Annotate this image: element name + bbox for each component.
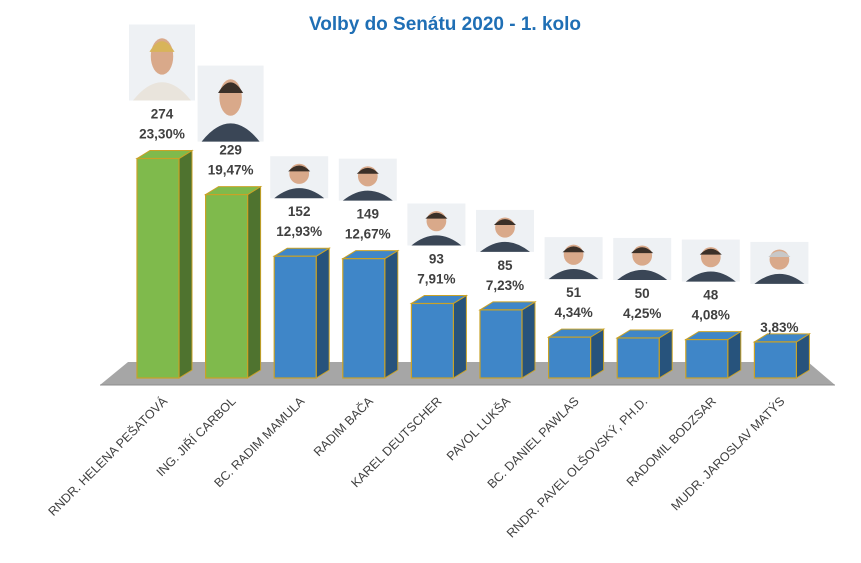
chart-title: Volby do Senátu 2020 - 1. kolo: [309, 14, 581, 35]
photo-torso: [480, 241, 530, 252]
photo-hair: [218, 82, 244, 93]
candidate-photos: [129, 24, 809, 284]
bar-side: [452, 294, 467, 379]
value-label: 50: [635, 286, 650, 301]
candidate-photo: [270, 156, 329, 199]
value-label: 51: [566, 285, 582, 300]
bar-front: [479, 309, 523, 379]
percent-label: 4,08%: [692, 308, 730, 323]
photo-torso: [274, 188, 325, 199]
bar-front: [342, 258, 386, 379]
bar-front: [685, 338, 729, 379]
bar: [684, 330, 743, 379]
candidate-photo: [750, 241, 809, 284]
bar-front: [616, 337, 660, 379]
candidate-photo: [476, 209, 534, 252]
bar: [615, 329, 674, 379]
photo-torso: [133, 82, 191, 101]
category-label: MUDR. JAROSLAV MATÝS: [668, 394, 788, 514]
bar-front: [205, 193, 249, 379]
bar-front: [410, 302, 454, 379]
candidate-photo: [681, 239, 740, 282]
bar-front: [273, 255, 317, 379]
percent-label: 4,25%: [623, 306, 661, 321]
data-labels: 274 23,30% 229 19,47% 152 12,93% 149 12,67% 93 7,…: [139, 107, 798, 335]
bar: [135, 149, 194, 379]
bar: [752, 333, 812, 379]
category-label: PAVOL LUKŠA: [443, 393, 513, 463]
value-label: 149: [357, 207, 380, 222]
bar: [478, 300, 537, 379]
bar: [409, 294, 469, 379]
photo-torso: [411, 235, 462, 246]
percent-label: 7,91%: [417, 271, 455, 286]
bar-side: [315, 247, 330, 379]
percent-label: 12,67%: [345, 227, 391, 242]
bar-side: [247, 185, 262, 379]
value-label: 229: [219, 143, 242, 158]
value-label: 93: [429, 251, 445, 266]
percent-label: 23,30%: [139, 127, 185, 142]
photo-torso: [548, 269, 599, 280]
bar-side: [178, 149, 193, 379]
bar-front: [136, 157, 180, 379]
photo-torso: [685, 271, 736, 282]
photo-torso: [754, 273, 805, 284]
photo-hair: [149, 41, 175, 52]
percent-label: 4,34%: [554, 305, 592, 320]
photo-hair: [356, 167, 379, 174]
bars: [135, 149, 812, 379]
photo-hair: [562, 246, 585, 253]
bar-side: [521, 300, 536, 379]
value-label: 152: [288, 204, 311, 219]
photo-hair: [699, 248, 722, 255]
value-label: 85: [497, 258, 513, 273]
candidate-photo: [129, 24, 195, 101]
photo-hair: [631, 247, 654, 254]
bar-front: [753, 341, 798, 379]
bar: [272, 247, 331, 379]
bar-front: [547, 336, 592, 379]
candidate-photo: [338, 158, 397, 201]
photo-hair: [768, 251, 791, 258]
percent-label: 3,83%: [760, 320, 798, 335]
candidate-photo: [197, 65, 264, 142]
photo-torso: [617, 269, 668, 280]
candidate-photo: [613, 237, 672, 280]
bar-side: [384, 249, 399, 379]
bar: [546, 328, 606, 379]
photo-hair: [425, 212, 448, 219]
bar: [341, 249, 400, 379]
percent-label: 19,47%: [208, 163, 254, 178]
candidate-photo: [544, 237, 603, 280]
value-label: 274: [151, 107, 174, 122]
percent-label: 12,93%: [276, 224, 322, 239]
value-label: 48: [703, 288, 719, 303]
category-label: RNDR. PAVEL OLŠOVSKÝ, PH.D.: [503, 394, 650, 541]
category-label: RADIM BAČA: [310, 393, 376, 459]
photo-torso: [342, 190, 393, 201]
percent-label: 7,23%: [486, 278, 524, 293]
photo-torso: [201, 123, 260, 142]
photo-hair: [493, 219, 517, 226]
category-label: RNDR. HELENA PEŠATOVÁ: [45, 393, 171, 519]
bar: [203, 185, 263, 379]
candidate-photo: [407, 203, 466, 246]
photo-hair: [288, 165, 311, 172]
